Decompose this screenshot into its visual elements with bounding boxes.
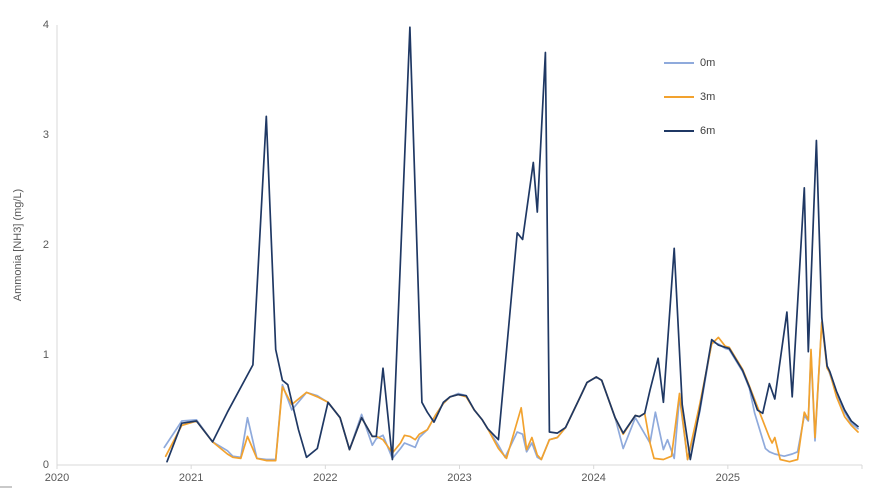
legend-label: 3m <box>700 91 716 103</box>
legend-line-swatch <box>664 61 694 65</box>
legend-label: 0m <box>700 57 716 69</box>
y-tick-label: 2 <box>42 239 49 251</box>
x-tick-label: 2021 <box>178 472 204 484</box>
y-tick-label: 0 <box>42 459 49 471</box>
legend-line-swatch <box>664 95 694 99</box>
series-line-3m <box>164 321 859 463</box>
y-tick-label: 4 <box>42 19 49 31</box>
series-line-6m <box>166 26 859 463</box>
x-tick-label: 2020 <box>44 472 70 484</box>
series-line-0m <box>163 321 859 461</box>
window-corner-fragment <box>0 486 12 488</box>
x-tick-label: 2022 <box>313 472 338 484</box>
legend-label: 6m <box>700 125 716 137</box>
y-tick-label: 3 <box>42 129 49 141</box>
legend-item-3m: 3m <box>664 90 715 104</box>
legend-line-swatch <box>664 129 694 133</box>
legend-item-6m: 6m <box>664 124 715 138</box>
x-tick-label: 2024 <box>581 472 606 484</box>
legend-item-0m: 0m <box>664 56 715 70</box>
y-tick-label: 1 <box>42 349 49 361</box>
x-tick-label: 2023 <box>447 472 472 484</box>
x-tick-label: 2025 <box>715 472 741 484</box>
